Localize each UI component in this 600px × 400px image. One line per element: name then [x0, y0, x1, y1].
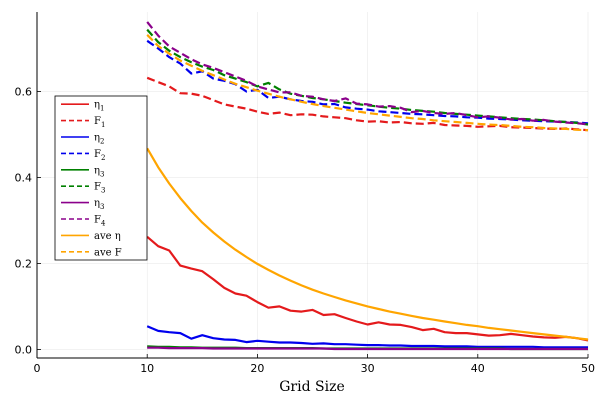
y-tick-label: 0.6	[15, 86, 33, 99]
series-line-3	[146, 325, 588, 349]
series-line-7	[147, 346, 588, 351]
x-tick-label: 20	[250, 362, 264, 375]
x-axis-label: Grid Size	[279, 379, 345, 395]
series-line-1	[146, 235, 589, 342]
x-tick-label: 0	[34, 362, 41, 375]
legend: η1 F1 η2 F2 η3 F3 η3 F4 ave η ave F	[54, 95, 148, 261]
series-line-10	[146, 34, 589, 132]
legend-label: F3	[94, 182, 105, 195]
series-line-8	[146, 21, 589, 126]
y-tick-label: 0.4	[15, 171, 33, 184]
legend-label: F1	[94, 116, 105, 129]
series-line-9	[146, 147, 589, 341]
legend-label: η3	[94, 198, 104, 211]
legend-label: η1	[94, 100, 104, 113]
y-tick-label: 0.0	[15, 343, 33, 356]
x-tick-label: 10	[140, 362, 154, 375]
x-tick-label: 40	[471, 362, 485, 375]
legend-box	[54, 95, 148, 261]
legend-label: ave η	[94, 231, 121, 242]
y-tick-label: 0.2	[15, 257, 33, 270]
legend-label: F2	[94, 149, 105, 162]
legend-label: F4	[94, 215, 106, 228]
legend-label: η3	[94, 165, 104, 178]
series-line-2	[146, 76, 589, 132]
x-tick-label: 50	[581, 362, 595, 375]
plot-area	[146, 21, 589, 351]
series-line-4	[146, 39, 589, 125]
legend-label: ave F	[94, 247, 122, 258]
legend-label: η2	[94, 133, 104, 146]
x-tick-label: 30	[361, 362, 375, 375]
y-axis-ticks: 0.0 0.2 0.4 0.6	[15, 86, 41, 356]
x-axis-ticks: 0 10 20 30 40 50	[34, 354, 595, 375]
axes	[36, 12, 588, 359]
